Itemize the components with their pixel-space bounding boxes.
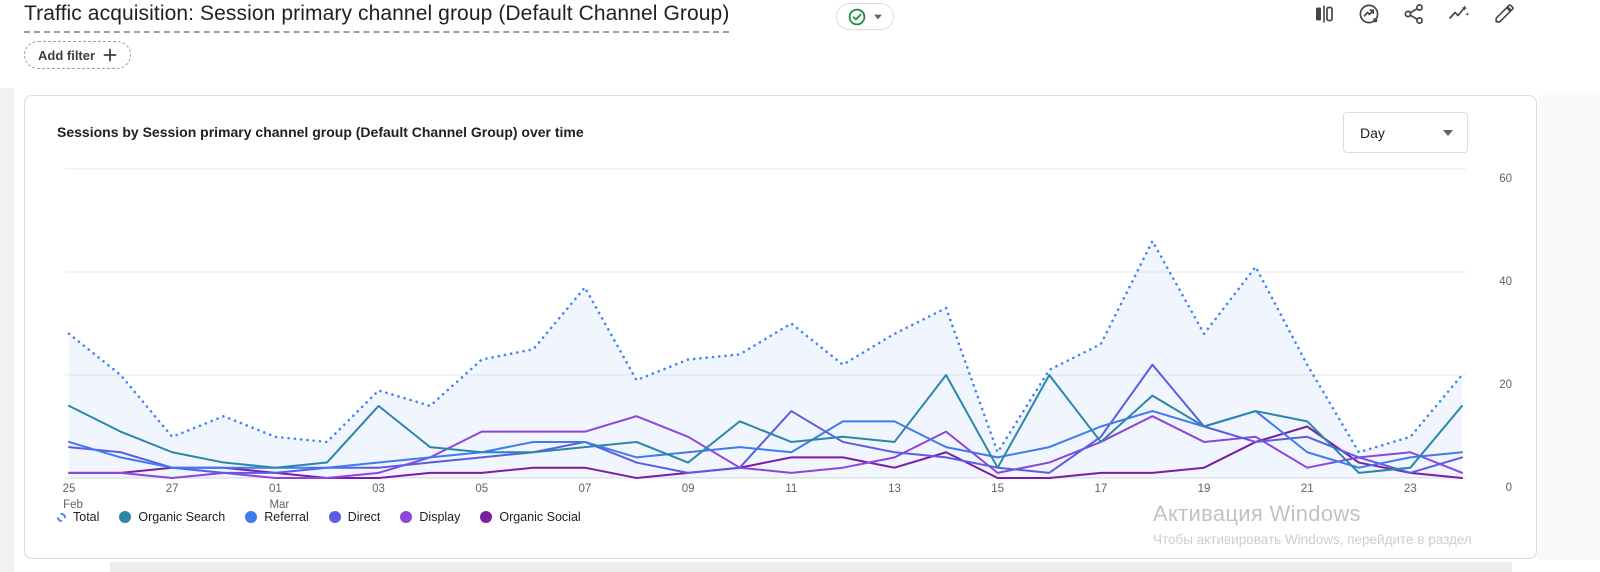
comparison-icon [1316, 5, 1333, 23]
legend-label: Organic Search [138, 510, 226, 524]
legend-item-organic-social: Organic Social [480, 510, 581, 524]
add-filter-label: Add filter [38, 47, 96, 63]
legend-item-referral: Referral [245, 510, 309, 524]
next-section-edge [110, 562, 1512, 572]
legend-marker-dashed-circle-icon [57, 512, 66, 522]
legend-marker-circle-icon [480, 511, 493, 523]
plus-icon [103, 48, 117, 62]
chevron-down-icon [1443, 129, 1453, 136]
legend-label: Total [73, 510, 100, 524]
legend-item-total: Total [57, 510, 99, 524]
legend-item-display: Display [400, 510, 460, 524]
granularity-value: Day [1360, 124, 1385, 141]
legend-label: Organic Social [499, 510, 581, 524]
legend-item-organic-search: Organic Search [119, 510, 225, 524]
spark-insights-icon [1449, 5, 1470, 19]
check-circle-icon [848, 8, 865, 25]
add-filter-button[interactable]: Add filter [24, 41, 132, 69]
insights-gauge-icon [1359, 4, 1379, 24]
build-comparison-button[interactable] [1312, 2, 1336, 26]
left-gutter [0, 88, 14, 572]
legend-label: Display [419, 510, 461, 524]
right-gutter [1538, 95, 1600, 560]
chevron-down-icon [873, 14, 882, 19]
page-title: Traffic acquisition: Session primary cha… [24, 2, 730, 33]
legend-label: Referral [264, 510, 309, 524]
edit-report-button[interactable] [1492, 2, 1516, 26]
legend-label: Direct [347, 510, 381, 524]
share-icon [1404, 4, 1423, 24]
report-toolbar [1312, 2, 1516, 26]
chart-legend: Total Organic Search Referral Direct Display… [57, 510, 581, 524]
insights-button[interactable] [1357, 2, 1381, 26]
report-title-text[interactable]: Traffic acquisition: Session primary cha… [24, 2, 730, 33]
share-button[interactable] [1402, 2, 1426, 26]
legend-marker-circle-icon [400, 511, 413, 523]
report-validity-dropdown[interactable] [836, 3, 894, 30]
edit-pencil-icon [1495, 4, 1514, 23]
granularity-dropdown[interactable]: Day [1343, 112, 1468, 153]
legend-marker-circle-icon [245, 511, 258, 523]
legend-item-direct: Direct [328, 510, 381, 524]
chart-card [24, 95, 1537, 559]
chart-title: Sessions by Session primary channel grou… [57, 124, 584, 140]
legend-marker-circle-icon [119, 511, 132, 523]
spark-insights-button[interactable] [1447, 2, 1471, 26]
legend-marker-circle-icon [328, 511, 341, 523]
